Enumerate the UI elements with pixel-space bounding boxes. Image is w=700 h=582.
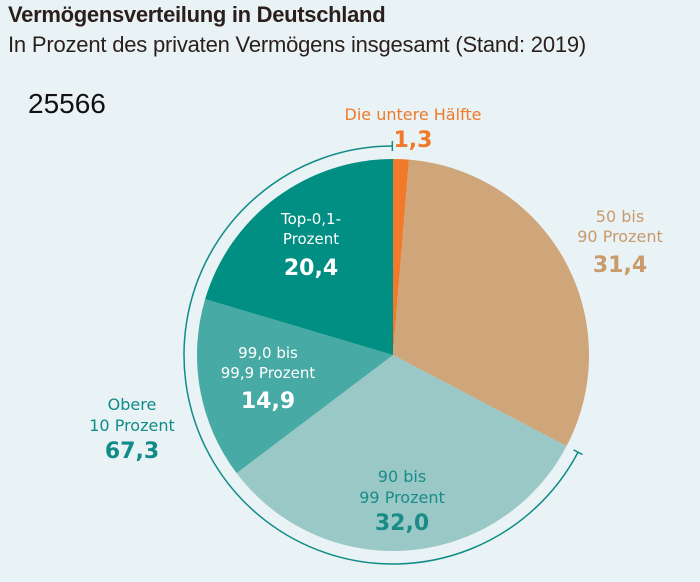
pie-slice-50-90 [393,159,589,447]
chart-subtitle: In Prozent des privaten Vermögens insges… [8,32,587,57]
pie-slice-untere-haelfte [393,159,409,355]
pie-slice-90-99 [236,355,567,551]
slice-value-90-99: 32,0 [375,511,429,536]
slice-label-99-99.9: 99,9 Prozent [221,364,316,382]
bracket-value: 67,3 [105,439,159,464]
slice-label-50-90: 90 Prozent [577,227,662,246]
slice-label-top-0.1: Prozent [283,230,339,248]
slice-value-untere-haelfte: 1,3 [394,128,433,153]
slice-value-top-0.1: 20,4 [284,256,338,281]
id-number: 25566 [28,88,106,119]
bracket-tick-start [573,449,583,456]
slice-label-top-0.1: Top-0,1- [280,210,341,228]
chart-title: Vermögensverteilung in Deutschland [8,2,386,27]
slice-label-untere-haelfte: Die untere Hälfte [345,105,482,124]
slice-label-50-90: 50 bis [596,207,644,226]
pie-slice-top-0.1 [205,159,393,355]
pie-slices [196,159,589,551]
slice-label-99-99.9: 99,0 bis [238,344,298,362]
bracket-arc-group [183,140,583,565]
slice-label-90-99: 99 Prozent [359,488,444,507]
slice-label-90-99: 90 bis [378,467,426,486]
slice-value-99-99.9: 14,9 [241,389,295,414]
bracket-arc [183,145,579,565]
bracket-label: Obere [108,395,157,414]
slice-value-50-90: 31,4 [593,253,647,278]
bracket-label: 10 Prozent [89,416,174,435]
pie-slice-99-99.9 [196,299,393,474]
